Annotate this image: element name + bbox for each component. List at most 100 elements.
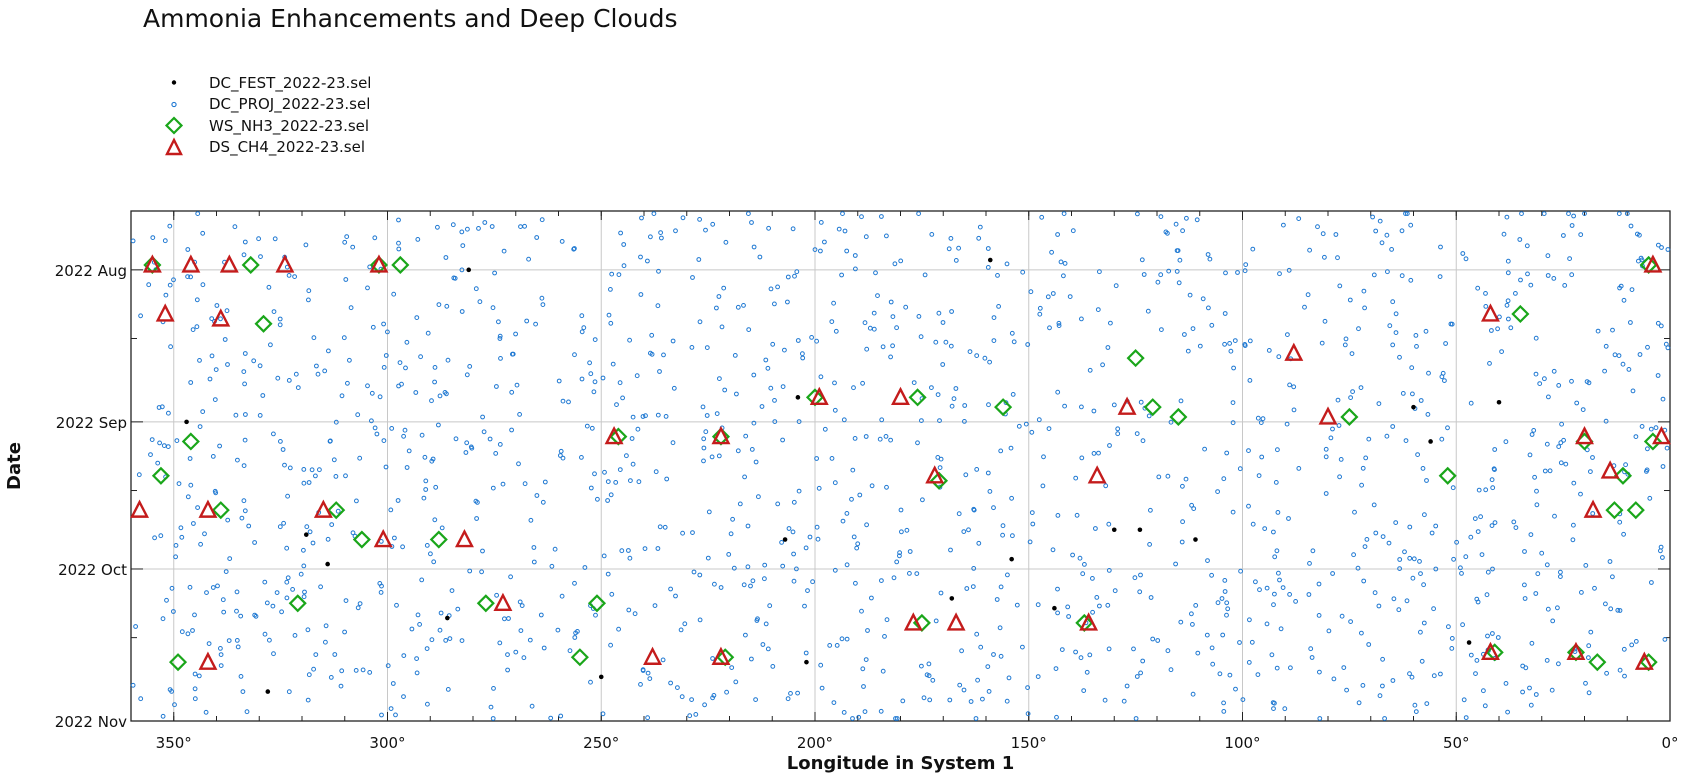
dc-proj-point: [1490, 485, 1496, 491]
ws-nh3-point: [570, 648, 589, 667]
dc-proj-point: [542, 479, 548, 485]
dc-proj-point: [497, 336, 503, 341]
dc-proj-point: [238, 613, 244, 619]
dc-proj-point: [700, 404, 706, 410]
dc-proj-point: [292, 274, 298, 280]
dc-proj-point: [378, 590, 384, 595]
dc-proj-point: [890, 314, 896, 320]
dc-proj-point: [997, 625, 1003, 631]
dc-proj-point: [1413, 709, 1419, 714]
ws-nh3-point: [352, 530, 371, 549]
dc-proj-point: [926, 661, 932, 667]
dc-proj-point: [522, 481, 528, 487]
dc-proj-point: [1451, 556, 1456, 562]
dc-proj-point: [991, 338, 997, 344]
dc-proj-point: [453, 436, 459, 442]
dc-proj-point: [403, 365, 408, 371]
dc-proj-point: [1495, 326, 1500, 332]
dc-proj-point: [1482, 703, 1488, 709]
dc-proj-point: [1180, 519, 1185, 525]
legend-dot-marker: [171, 80, 177, 85]
dc-proj-point: [620, 395, 625, 401]
dc-proj-point: [970, 584, 976, 589]
dc-proj-point: [1250, 521, 1256, 527]
dc-proj-point: [1189, 502, 1194, 508]
dc-proj-point: [1020, 644, 1025, 650]
dc-proj-point: [844, 248, 850, 254]
y-tick-label: 2022 Nov: [55, 713, 127, 731]
dc-proj-point: [991, 652, 996, 657]
dc-proj-point: [1664, 445, 1670, 451]
dc-proj-point: [974, 631, 980, 637]
dc-proj-point: [341, 335, 347, 341]
dc-proj-point: [152, 535, 158, 541]
dc-proj-point: [791, 578, 797, 584]
dc-proj-point: [1237, 640, 1242, 645]
dc-proj-point: [1108, 320, 1113, 326]
dc-proj-point: [1073, 649, 1078, 655]
dc-proj-point: [588, 371, 594, 377]
dc-proj-point: [301, 594, 307, 600]
dc-proj-point: [498, 356, 503, 361]
dc-proj-point: [1240, 697, 1246, 702]
ws-nh3-point: [1626, 501, 1645, 520]
dc-proj-point: [733, 679, 739, 685]
dc-proj-point: [894, 559, 900, 565]
ws-nh3-point: [1613, 466, 1633, 485]
dc-proj-point: [831, 300, 836, 306]
dc-proj-point: [956, 245, 961, 251]
dc-proj-point: [986, 402, 991, 408]
dc-proj-point: [1359, 482, 1364, 488]
dc-proj-point: [439, 525, 445, 531]
dc-proj-point: [400, 544, 406, 550]
dc-proj-point: [277, 322, 283, 328]
dc-proj-point: [1558, 574, 1563, 579]
dc-proj-point: [656, 268, 661, 274]
dc-proj-point: [680, 530, 685, 536]
dc-proj-point: [1266, 348, 1272, 353]
dc-proj-point: [1335, 255, 1340, 261]
dc-proj-point: [1622, 673, 1627, 679]
dc-proj-point: [281, 520, 287, 526]
dc-proj-point: [1472, 516, 1478, 521]
dc-proj-point: [1100, 362, 1105, 368]
dc-proj-point: [1524, 243, 1530, 249]
dc-proj-point: [703, 429, 709, 435]
dc-proj-point: [333, 419, 339, 425]
ws-nh3-point: [391, 255, 410, 274]
dc-proj-point: [481, 429, 487, 435]
dc-proj-point: [497, 333, 503, 339]
dc-proj-point: [1054, 714, 1059, 720]
ds-ch4-point: [198, 651, 218, 670]
dc-proj-point: [1275, 447, 1280, 453]
dc-proj-point: [794, 269, 800, 275]
dc-proj-point: [223, 569, 229, 574]
dc-proj-point: [305, 697, 311, 703]
dc-proj-point: [1296, 216, 1302, 222]
dc-proj-point: [166, 410, 171, 416]
dc-proj-point: [379, 712, 384, 718]
ds-ch4-point: [1651, 425, 1671, 445]
dc-proj-point: [608, 642, 613, 648]
dc-proj-point: [779, 540, 784, 545]
dc-proj-point: [1390, 342, 1396, 348]
dc-proj-point: [1424, 701, 1430, 706]
dc-proj-point: [342, 629, 348, 635]
dc-proj-point: [1222, 341, 1227, 347]
dc-proj-point: [1603, 418, 1609, 424]
dc-proj-point: [1165, 648, 1171, 654]
dc-proj-point: [1437, 274, 1443, 280]
dc-proj-point: [450, 222, 456, 228]
ws-nh3-point: [211, 501, 230, 520]
dc-proj-point: [214, 303, 220, 308]
dc-proj-point: [991, 505, 996, 511]
dc-proj-point: [302, 589, 307, 595]
ds-ch4-point: [142, 254, 162, 273]
dc-proj-point: [429, 398, 434, 404]
dc-proj-point: [1003, 400, 1009, 406]
dc-proj-point: [1333, 232, 1339, 237]
dc-proj-point: [414, 656, 420, 661]
dc-proj-point: [701, 445, 707, 451]
dc-proj-point: [1193, 603, 1199, 608]
dc-proj-point: [643, 413, 648, 419]
